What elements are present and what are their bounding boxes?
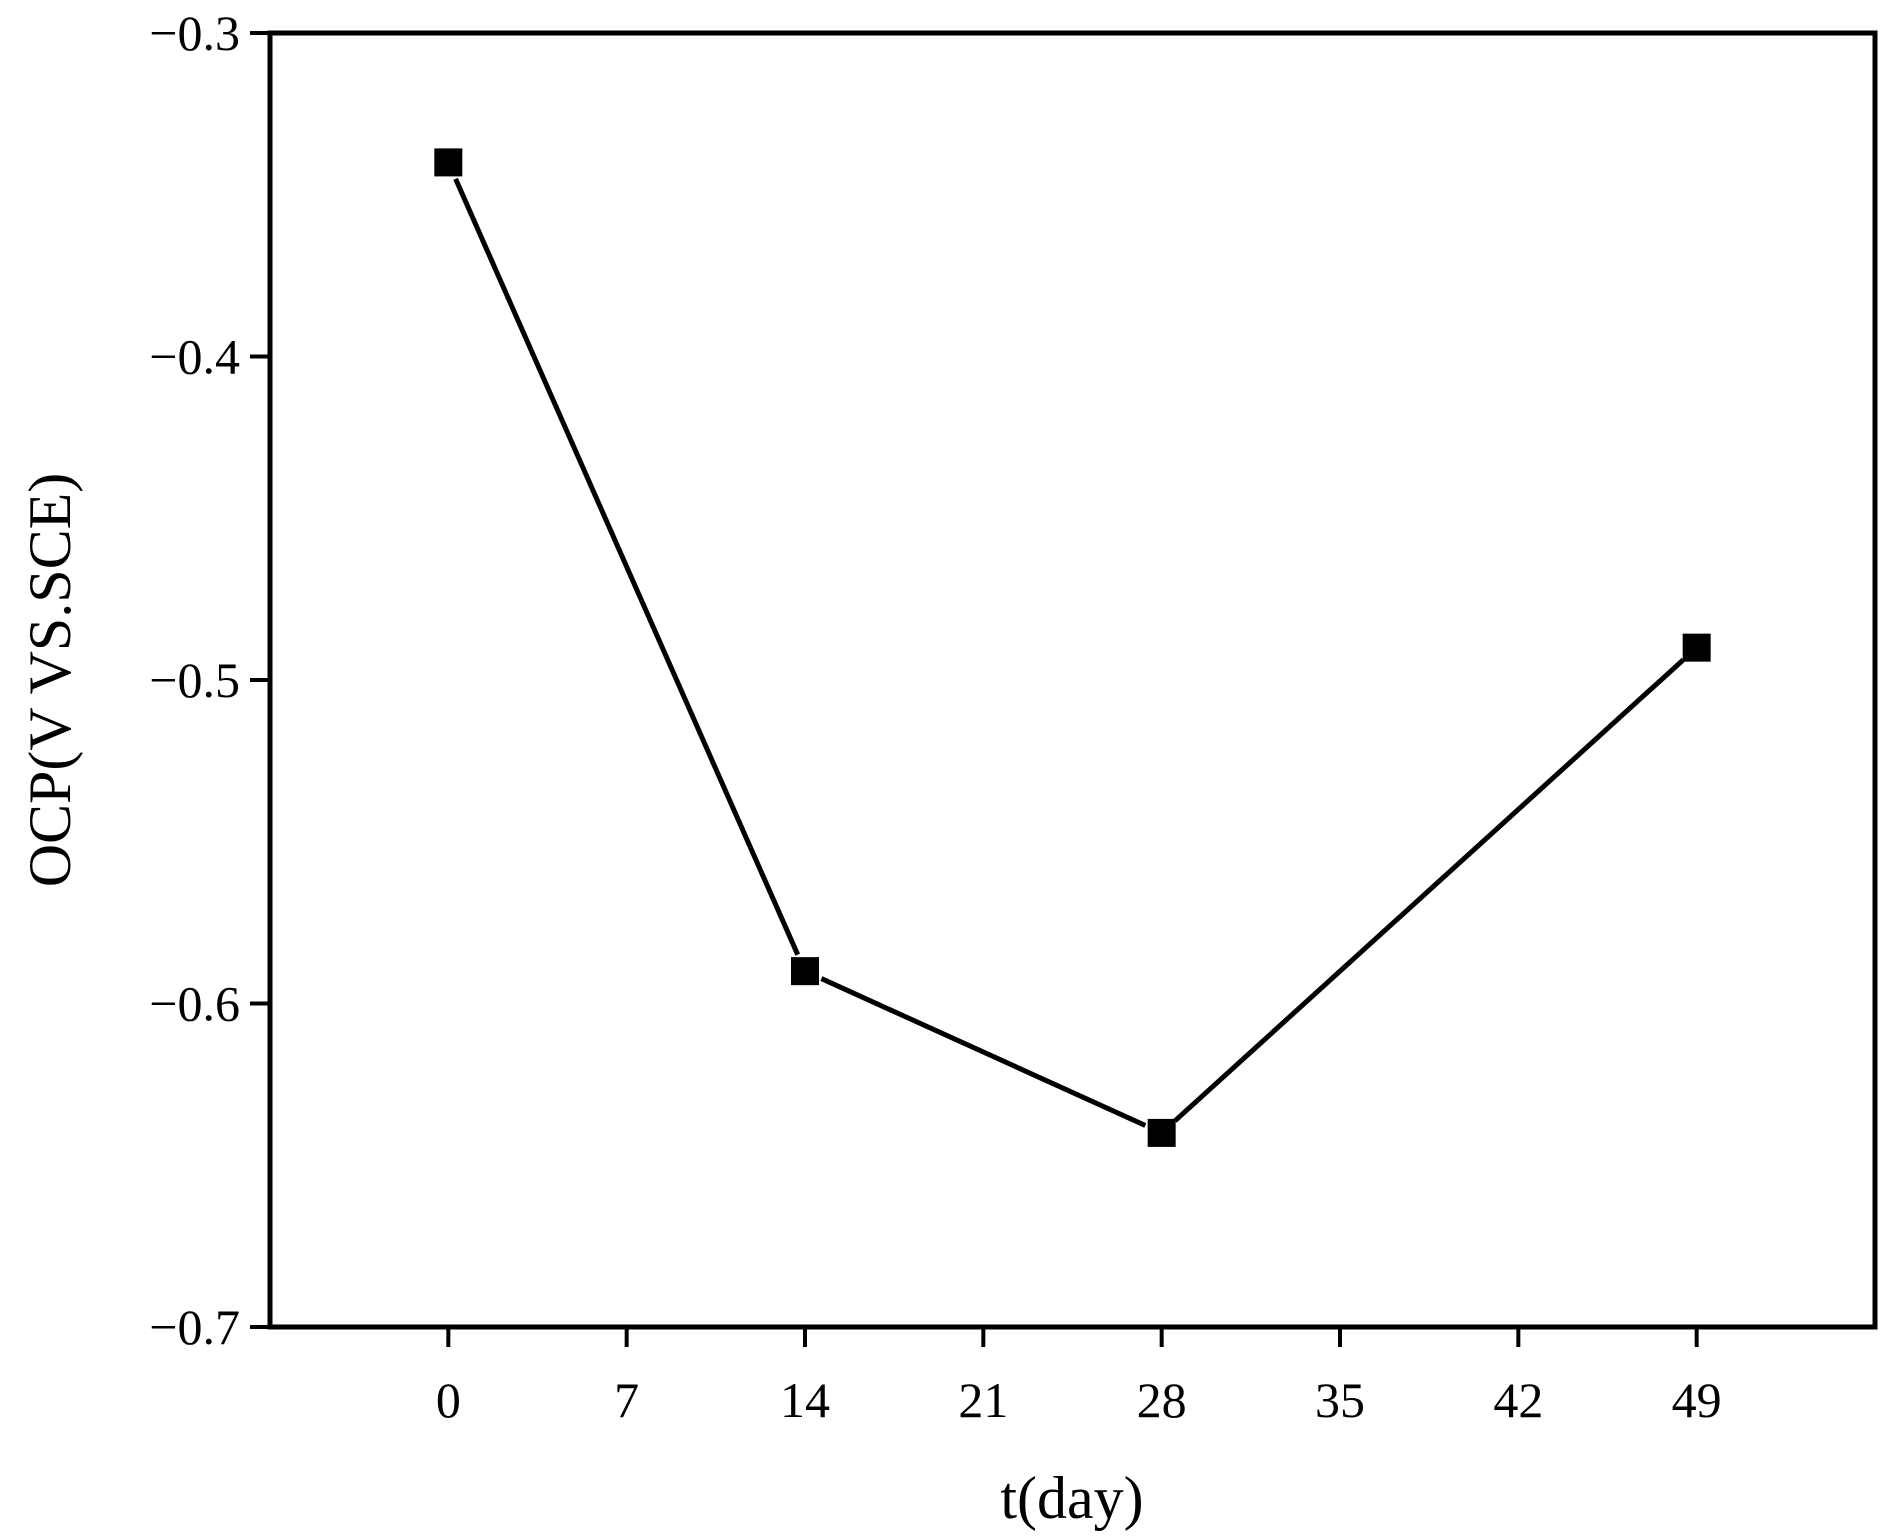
x-tick-label: 14 <box>780 1372 830 1428</box>
x-tick-label: 21 <box>958 1372 1008 1428</box>
y-tick-label: −0.3 <box>149 5 240 61</box>
plot-frame <box>267 30 1878 1330</box>
series-line-segment <box>453 177 801 956</box>
x-axis: 0 7 14 21 28 35 42 49 <box>436 1327 1722 1428</box>
data-point <box>434 148 463 177</box>
data-point <box>791 957 819 986</box>
x-axis-label: t(day) <box>1000 1465 1143 1531</box>
x-tick-label: 49 <box>1672 1372 1722 1428</box>
series-line-segment <box>820 976 1147 1128</box>
plot-area <box>434 148 1711 1147</box>
series-line-segment <box>1173 657 1686 1123</box>
y-tick-label: −0.7 <box>149 1299 240 1355</box>
y-axis-label: OCP(V VS.SCE) <box>17 473 83 888</box>
x-tick-label: 7 <box>614 1372 639 1428</box>
y-tick-label: −0.4 <box>149 329 240 385</box>
data-point <box>1147 1118 1176 1147</box>
x-tick-label: 35 <box>1315 1372 1365 1428</box>
y-tick-label: −0.5 <box>149 652 240 708</box>
x-tick-label: 28 <box>1137 1372 1187 1428</box>
x-tick-label: 42 <box>1493 1372 1543 1428</box>
y-tick-label: −0.6 <box>149 976 240 1032</box>
y-axis: −0.3 −0.4 −0.5 −0.6 −0.7 <box>149 5 270 1355</box>
data-point <box>1682 633 1711 662</box>
x-tick-label: 0 <box>436 1372 461 1428</box>
